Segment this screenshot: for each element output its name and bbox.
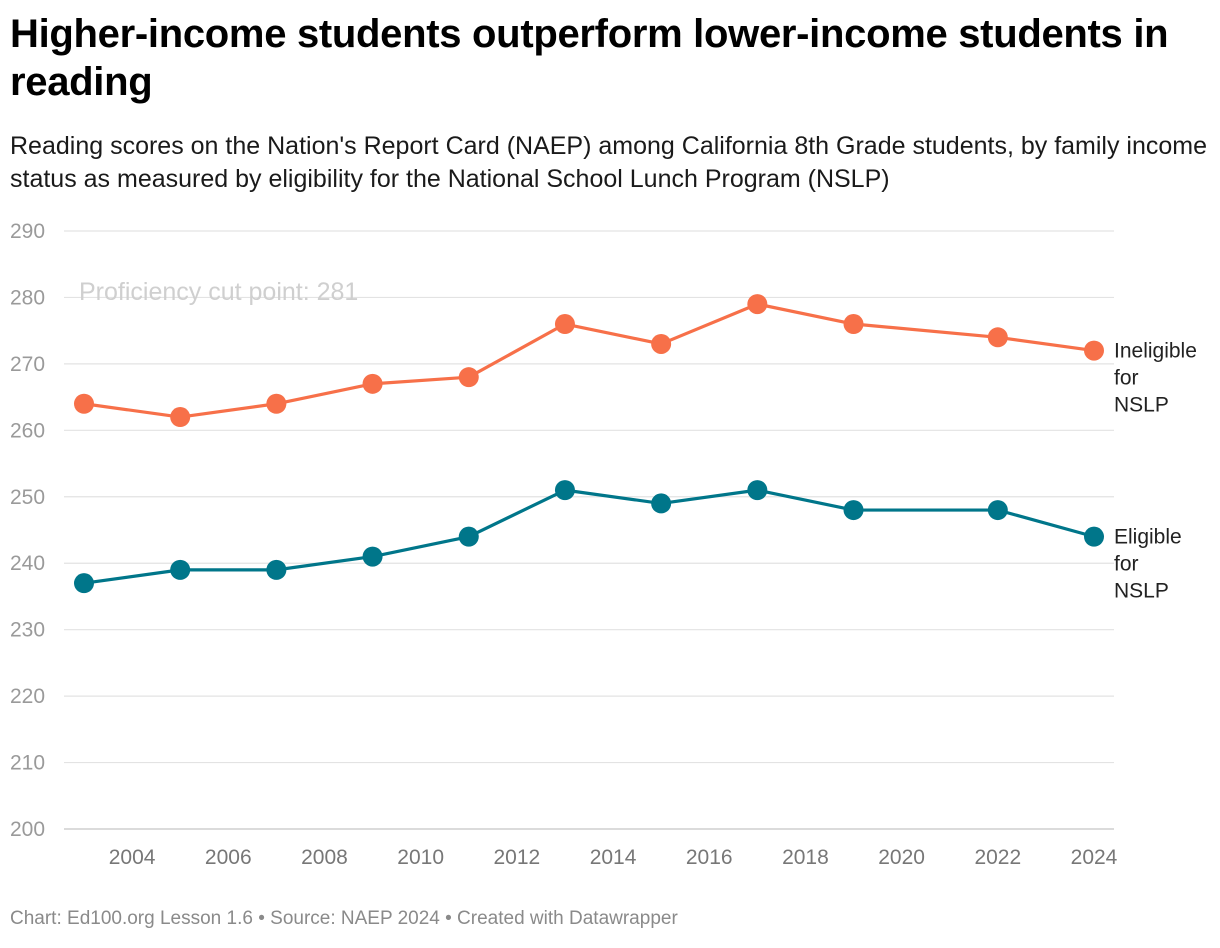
x-tick-label-2008: 2008 — [301, 846, 348, 869]
y-tick-label-270: 270 — [10, 353, 45, 376]
y-axis-tick-labels: 200 210 220 230 240 250 260 270 280 290 — [10, 220, 45, 841]
series-label: Eligible for NSLP — [1114, 526, 1182, 603]
data-point-2013 — [554, 314, 575, 335]
data-point-2005 — [170, 559, 191, 580]
data-point-2015 — [651, 493, 672, 514]
series-line — [82, 488, 1096, 585]
series-line — [82, 302, 1096, 419]
data-point-2019 — [843, 500, 864, 521]
y-tick-label-250: 250 — [10, 486, 45, 509]
y-tick-label-280: 280 — [10, 286, 45, 309]
x-tick-label-2020: 2020 — [878, 846, 925, 869]
series-label: Ineligible for NSLP — [1114, 340, 1197, 417]
y-tick-label-290: 290 — [10, 220, 45, 243]
data-point-2009 — [362, 373, 383, 394]
x-tick-label-2014: 2014 — [590, 846, 637, 869]
data-point-2013 — [554, 480, 575, 501]
series-label-line: for — [1114, 553, 1139, 576]
y-tick-label-240: 240 — [10, 552, 45, 575]
data-point-2022 — [987, 500, 1008, 521]
y-tick-label-220: 220 — [10, 685, 45, 708]
grid-lines — [64, 230, 1114, 830]
data-point-2024 — [1084, 340, 1104, 361]
x-tick-label-2018: 2018 — [782, 846, 829, 869]
x-tick-label-2012: 2012 — [493, 846, 540, 869]
data-point-2015 — [651, 333, 672, 354]
chart-subtitle: Reading scores on the Nation's Report Ca… — [10, 132, 1208, 193]
data-point-2024 — [1084, 526, 1104, 547]
series-eligible: Eligible for NSLP — [74, 480, 1182, 603]
x-tick-label-2016: 2016 — [686, 846, 733, 869]
series-label-line: for — [1114, 367, 1139, 390]
y-tick-label-230: 230 — [10, 619, 45, 642]
chart-footer: Chart: Ed100.org Lesson 1.6 • Source: NA… — [10, 908, 678, 929]
data-point-2009 — [362, 546, 383, 567]
data-point-2011 — [458, 367, 479, 388]
x-tick-label-2022: 2022 — [974, 846, 1021, 869]
x-tick-label-2004: 2004 — [109, 846, 156, 869]
x-tick-label-2010: 2010 — [397, 846, 444, 869]
data-point-2007 — [266, 559, 287, 580]
data-point-2017 — [747, 294, 768, 315]
series-label-line: Ineligible — [1114, 340, 1197, 363]
y-tick-label-210: 210 — [10, 752, 45, 775]
data-point-2011 — [458, 526, 479, 547]
y-tick-label-260: 260 — [10, 419, 45, 442]
series-layer: Ineligible for NSLP Eligible for NSLP — [74, 294, 1197, 603]
data-point-2005 — [170, 407, 191, 428]
series-ineligible: Ineligible for NSLP — [74, 294, 1197, 428]
x-tick-label-2006: 2006 — [205, 846, 252, 869]
x-axis-tick-labels: 2004 2006 2008 2010 2012 2014 2016 2018 2020 2022… — [109, 846, 1118, 869]
data-point-2003 — [74, 573, 94, 594]
x-tick-label-2024: 2024 — [1071, 846, 1118, 869]
proficiency-annotation: Proficiency cut point: 281 — [79, 278, 358, 306]
series-label-line: NSLP — [1114, 580, 1169, 603]
chart-title: Higher-income students outperform lower-… — [10, 12, 1169, 104]
data-point-2019 — [843, 314, 864, 335]
series-label-line: NSLP — [1114, 394, 1169, 417]
data-point-2007 — [266, 393, 287, 414]
data-point-2003 — [74, 393, 94, 414]
y-tick-label-200: 200 — [10, 818, 45, 841]
data-point-2022 — [987, 327, 1008, 348]
series-label-line: Eligible — [1114, 526, 1182, 549]
data-point-2017 — [747, 480, 768, 501]
